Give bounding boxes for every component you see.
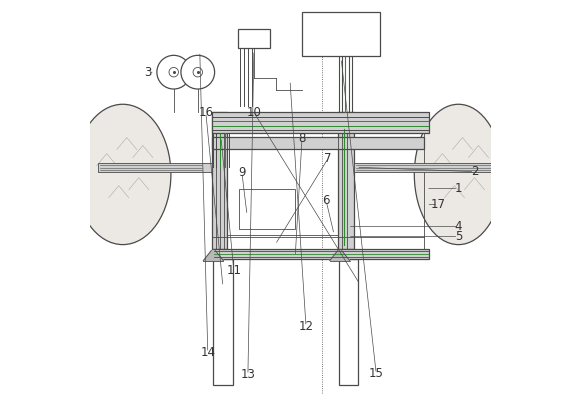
Bar [212, 249, 429, 259]
Circle shape [157, 55, 191, 89]
Bar [238, 29, 270, 48]
Text: 5: 5 [455, 230, 462, 243]
Bar [97, 163, 212, 172]
Bar [338, 112, 354, 249]
Bar [212, 137, 425, 149]
Bar [212, 112, 227, 249]
Polygon shape [329, 251, 350, 261]
Text: 2: 2 [471, 165, 478, 178]
Text: 8: 8 [298, 132, 306, 145]
Bar [239, 189, 295, 229]
Text: 13: 13 [241, 369, 255, 381]
Text: 1: 1 [455, 182, 462, 195]
Text: 15: 15 [369, 367, 383, 380]
Text: 17: 17 [431, 198, 446, 211]
Ellipse shape [414, 104, 502, 245]
Text: 7: 7 [324, 152, 332, 165]
Bar [213, 259, 233, 385]
Text: 9: 9 [238, 166, 246, 179]
Text: 11: 11 [226, 264, 241, 277]
Text: 6: 6 [322, 194, 330, 207]
Bar [354, 163, 499, 172]
Text: 14: 14 [200, 346, 215, 359]
Bar [212, 112, 429, 133]
Bar [302, 12, 380, 56]
Text: 4: 4 [455, 220, 462, 233]
Polygon shape [204, 251, 223, 261]
Text: 10: 10 [246, 106, 262, 119]
Ellipse shape [75, 104, 171, 245]
Bar [339, 259, 358, 385]
Text: 12: 12 [299, 320, 314, 333]
Text: 3: 3 [144, 66, 151, 79]
Circle shape [181, 55, 215, 89]
Text: 16: 16 [198, 106, 213, 119]
